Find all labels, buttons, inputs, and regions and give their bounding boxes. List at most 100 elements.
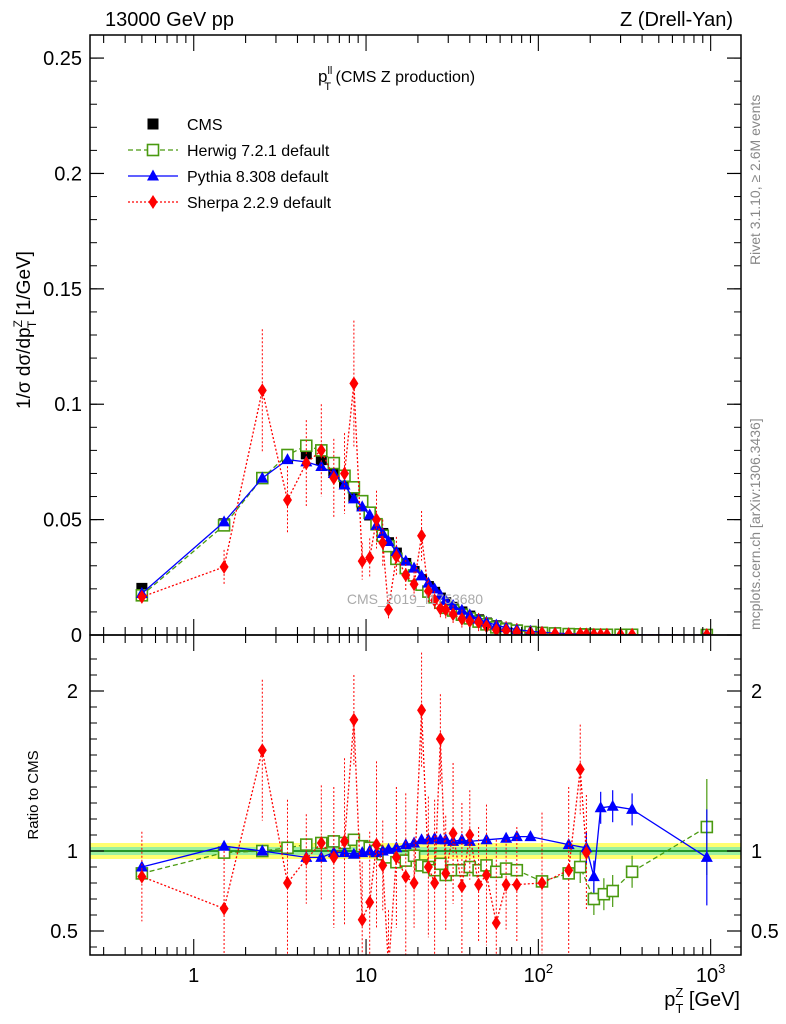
ratio-point (135, 860, 148, 872)
series-line-2 (141, 458, 707, 635)
x-tick-label: 1 (188, 965, 199, 987)
legend-label: Sherpa 2.2.9 default (187, 195, 332, 212)
x-tick-label: 10 (355, 965, 377, 987)
ratio-point (455, 833, 468, 845)
data-point (378, 535, 388, 550)
data-point (457, 611, 467, 626)
series-1 (135, 439, 714, 635)
data-point (501, 623, 511, 635)
ratio-point (218, 839, 231, 851)
data-point (439, 593, 452, 605)
ratio-y-tick-label-right: 2 (751, 681, 762, 703)
data-point (465, 614, 475, 629)
legend-item-3: Sherpa 2.2.9 default (128, 195, 332, 212)
ratio-point (417, 703, 427, 718)
ratio-point (137, 869, 147, 884)
data-point (315, 454, 327, 466)
ratio-point (700, 850, 713, 862)
ratio-point (347, 833, 361, 847)
ratio-point (606, 799, 619, 811)
data-point (257, 383, 267, 398)
ratio-point (439, 833, 452, 845)
data-point (434, 588, 447, 600)
main-title: pll T (CMS Z production) (318, 65, 475, 93)
data-point (596, 627, 606, 635)
data-point (491, 622, 501, 635)
data-point (448, 607, 458, 622)
header-left: 13000 GeV pp (105, 9, 234, 31)
legend-label: Pythia 8.308 default (187, 169, 329, 186)
ratio-point (581, 845, 591, 860)
data-point (365, 550, 375, 565)
ratio-plot-area (90, 652, 741, 975)
mcplots-label: mcplots.cern.ch [arXiv:1306.3436] (747, 418, 763, 630)
ratio-point (390, 841, 403, 853)
ratio-line-2 (141, 710, 588, 955)
data-point (301, 456, 311, 471)
ratio-point (441, 866, 451, 881)
ratio-point (587, 870, 600, 882)
ratio-point (501, 877, 511, 892)
ratio-point (480, 833, 493, 845)
ratio-point (378, 858, 388, 873)
ratio-point (329, 850, 339, 865)
ratio-point (301, 852, 311, 866)
data-point (409, 577, 419, 592)
ratio-point (465, 828, 475, 842)
ratio-point (316, 836, 326, 850)
ratio-point (372, 837, 382, 852)
data-point (329, 471, 339, 486)
x-axis-label: pZ T [GeV] (664, 985, 740, 1016)
ratio-ylabel: Ratio to CMS (25, 750, 42, 839)
data-point (363, 508, 376, 520)
ratio-point (606, 884, 619, 898)
data-point (391, 549, 401, 564)
data-point (481, 619, 491, 634)
ratio-point (282, 876, 292, 890)
ratio-y-tick-label-right: 1 (751, 841, 762, 863)
legend-marker (148, 195, 158, 209)
y-tick-label: 0 (71, 625, 82, 647)
ratio-point (524, 830, 537, 842)
data-point (702, 628, 712, 635)
data-point (282, 493, 292, 507)
main-plot-area (135, 320, 714, 635)
y-tick-label: 0.1 (54, 394, 82, 416)
data-point (564, 627, 574, 635)
series-3 (137, 320, 712, 635)
ratio-point (626, 802, 639, 814)
ratio-point (457, 879, 467, 894)
data-point (338, 478, 351, 490)
ratio-point (537, 876, 547, 890)
ratio-y-tick-label-right: 0.5 (751, 921, 779, 943)
data-point (537, 625, 547, 635)
ratio-point (391, 850, 401, 865)
ratio-point (512, 877, 522, 892)
ratio-point (510, 863, 524, 877)
rivet-label: Rivet 3.1.10, ≥ 2.6M events (747, 95, 763, 265)
ratio-point (448, 826, 458, 841)
data-point (408, 561, 421, 573)
series-2 (135, 453, 711, 635)
data-point (218, 515, 231, 527)
data-point (347, 481, 361, 494)
data-point (423, 584, 433, 599)
data-point (415, 569, 428, 581)
data-point (401, 568, 411, 582)
main-ylabel: 1/σ dσ/dpZT [1/GeV] (11, 251, 39, 409)
ratio-point (299, 838, 313, 851)
data-point (256, 471, 269, 483)
ratio-point (256, 844, 269, 856)
ratio-point (357, 912, 367, 927)
ratio-point (349, 712, 359, 727)
ratio-point (327, 835, 341, 848)
y-tick-label: 0.25 (43, 48, 82, 70)
data-point (281, 453, 294, 465)
ratio-point (384, 961, 393, 975)
legend-marker (147, 169, 159, 181)
legend: CMS Herwig 7.2.1 default Pythia 8.308 defa… (128, 117, 332, 212)
ratio-point (481, 868, 491, 882)
x-tick-label: 102 (524, 961, 553, 987)
y-tick-label: 0.05 (43, 510, 82, 532)
